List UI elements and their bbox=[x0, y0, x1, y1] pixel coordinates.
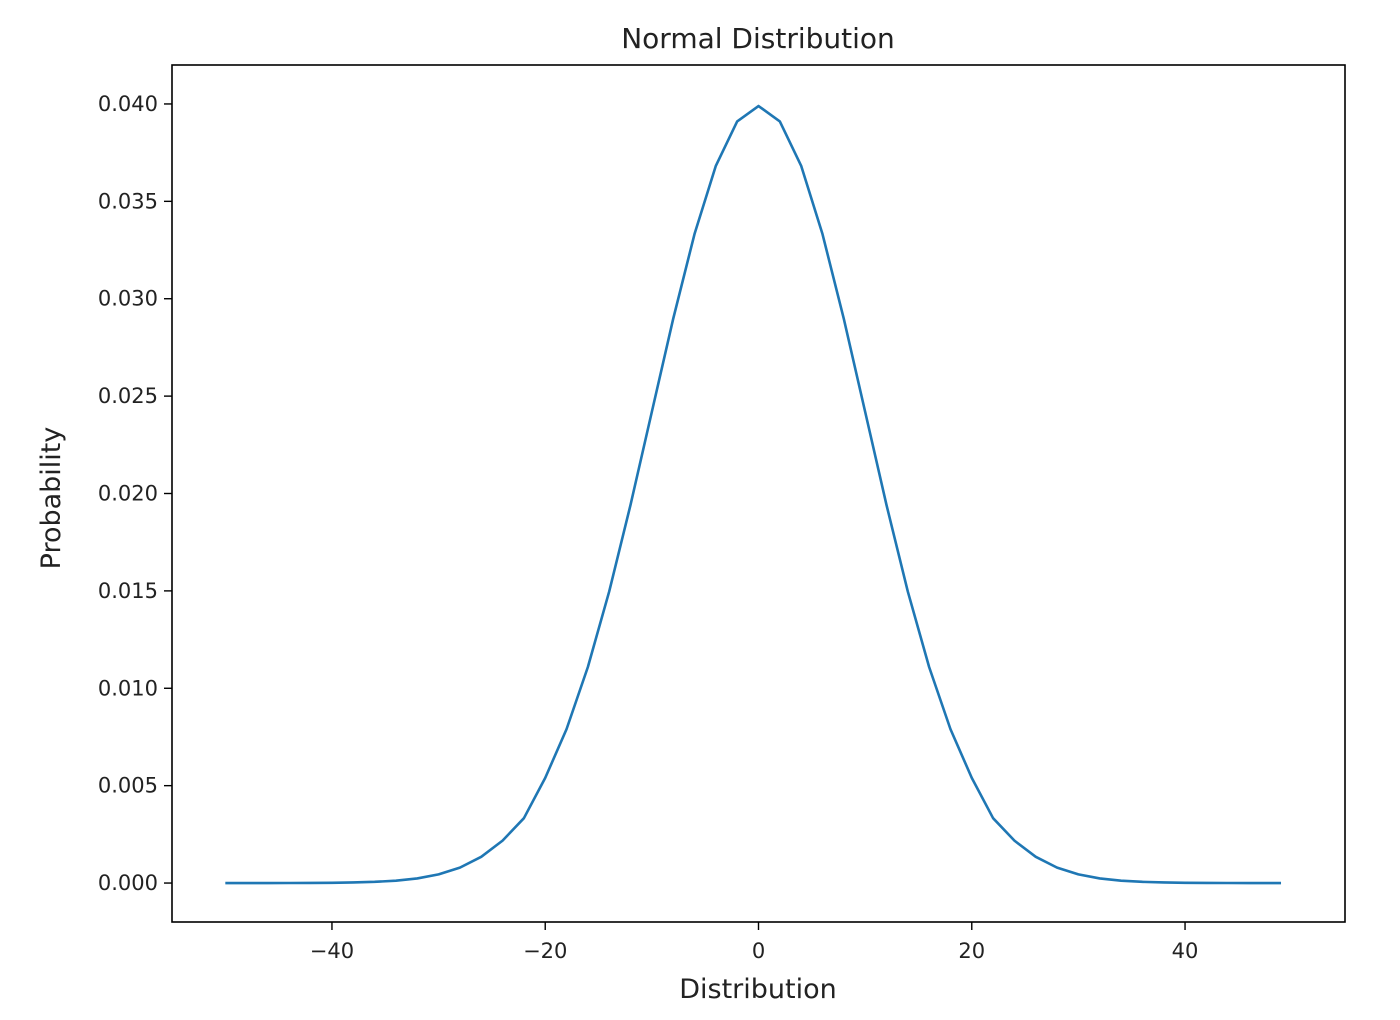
y-tick-label: 0.010 bbox=[98, 676, 158, 700]
axis-ticks: −40 −20 0 20 40 0.000 0.005 0.010 0.015 0.020 0.02… bbox=[98, 92, 1199, 963]
y-tick-label: 0.005 bbox=[98, 774, 158, 798]
y-tick-label: 0.000 bbox=[98, 871, 158, 895]
y-axis-title: Probability bbox=[36, 427, 67, 570]
y-tick-label: 0.015 bbox=[98, 579, 158, 603]
x-tick-label: 0 bbox=[752, 939, 765, 963]
series-layer bbox=[225, 104, 1282, 885]
series-line bbox=[225, 104, 1282, 885]
x-tick-label: −40 bbox=[310, 939, 354, 963]
y-tick-label: 0.035 bbox=[98, 189, 158, 213]
x-tick-label: 20 bbox=[958, 939, 985, 963]
y-tick-label: 0.040 bbox=[98, 92, 158, 116]
y-tick-label: 0.030 bbox=[98, 287, 158, 311]
y-tick-label: 0.025 bbox=[98, 384, 158, 408]
x-tick-label: −20 bbox=[523, 939, 567, 963]
chart-title: Normal Distribution bbox=[621, 22, 895, 55]
y-tick-label: 0.020 bbox=[98, 482, 158, 506]
x-axis-title: Distribution bbox=[679, 974, 837, 1005]
x-tick-label: 40 bbox=[1172, 939, 1199, 963]
plot-area-frame bbox=[171, 64, 1346, 923]
